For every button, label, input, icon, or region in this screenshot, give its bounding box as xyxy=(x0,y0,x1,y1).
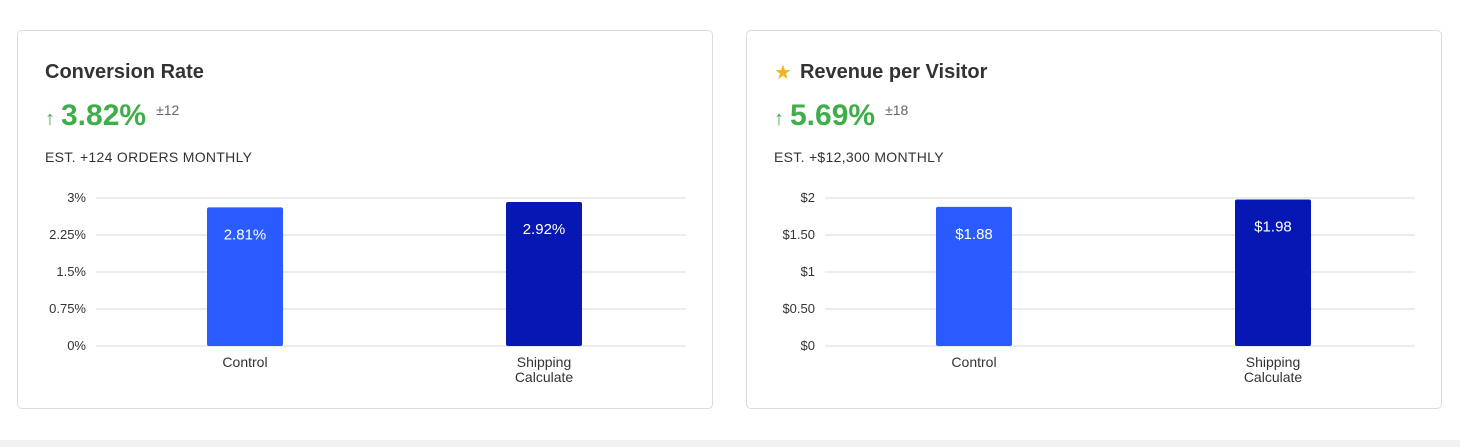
y-tick-label: $2 xyxy=(801,190,815,205)
y-tick-label: $0.50 xyxy=(782,301,815,316)
bar-value-label: $1.98 xyxy=(1254,218,1292,235)
card-title: ★ Revenue per Visitor xyxy=(774,61,987,84)
bar-value-label: 2.81% xyxy=(224,226,267,243)
monthly-estimate: EST. +$12,300 MONTHLY xyxy=(774,149,944,165)
arrow-up-icon: ↑ xyxy=(45,108,55,130)
arrow-up-icon: ↑ xyxy=(774,108,784,130)
x-category-label: Shipping xyxy=(517,354,572,370)
lift-value: 5.69% xyxy=(790,99,876,132)
lift-metric: ↑ 3.82% ±12 xyxy=(45,99,179,133)
card-title-text: Conversion Rate xyxy=(45,61,204,83)
lift-value: 3.82% xyxy=(61,99,147,132)
variant-bar xyxy=(506,201,582,346)
monthly-estimate: EST. +124 ORDERS MONTHLY xyxy=(45,149,253,165)
y-tick-label: $1.50 xyxy=(782,227,815,242)
star-icon[interactable]: ★ xyxy=(774,61,792,84)
card-title-text: Revenue per Visitor xyxy=(799,61,988,83)
y-tick-label: 0% xyxy=(67,338,86,353)
x-category-label: Calculate xyxy=(515,369,574,385)
y-tick-label: $0 xyxy=(801,338,815,353)
y-tick-label: 1.5% xyxy=(56,264,86,279)
page-footer-divider xyxy=(0,440,1460,447)
x-category-label: Shipping xyxy=(1246,354,1301,370)
x-category-label: Control xyxy=(951,354,996,370)
control-bar xyxy=(207,207,283,346)
y-tick-label: 2.25% xyxy=(49,227,86,242)
confidence-interval: ±18 xyxy=(885,102,909,118)
y-tick-label: $1 xyxy=(801,264,815,279)
variant-bar xyxy=(1235,199,1311,346)
conversion-rate-chart: 0% 0.75% 1.5% 2.25% 3% 2.81% Control 2.92% Shipp… xyxy=(49,190,686,385)
control-bar xyxy=(936,206,1012,346)
x-category-label: Control xyxy=(222,354,267,370)
bar-value-label: 2.92% xyxy=(523,221,566,238)
x-category-label: Calculate xyxy=(1244,369,1303,385)
confidence-interval: ±12 xyxy=(156,102,180,118)
bar-value-label: $1.88 xyxy=(955,226,993,243)
revenue-per-visitor-card: ★ Revenue per Visitor ↑ 5.69% ±18 EST. +… xyxy=(746,30,1442,409)
conversion-rate-card: Conversion Rate ↑ 3.82% ±12 EST. +124 OR… xyxy=(17,30,713,409)
revenue-per-visitor-chart: $0 $0.50 $1 $1.50 $2 $1.88 Control $1.98 Shippin… xyxy=(782,190,1415,385)
lift-metric: ↑ 5.69% ±18 xyxy=(774,99,908,133)
card-title: Conversion Rate xyxy=(45,61,204,84)
y-tick-label: 3% xyxy=(67,190,86,205)
y-tick-label: 0.75% xyxy=(49,301,86,316)
